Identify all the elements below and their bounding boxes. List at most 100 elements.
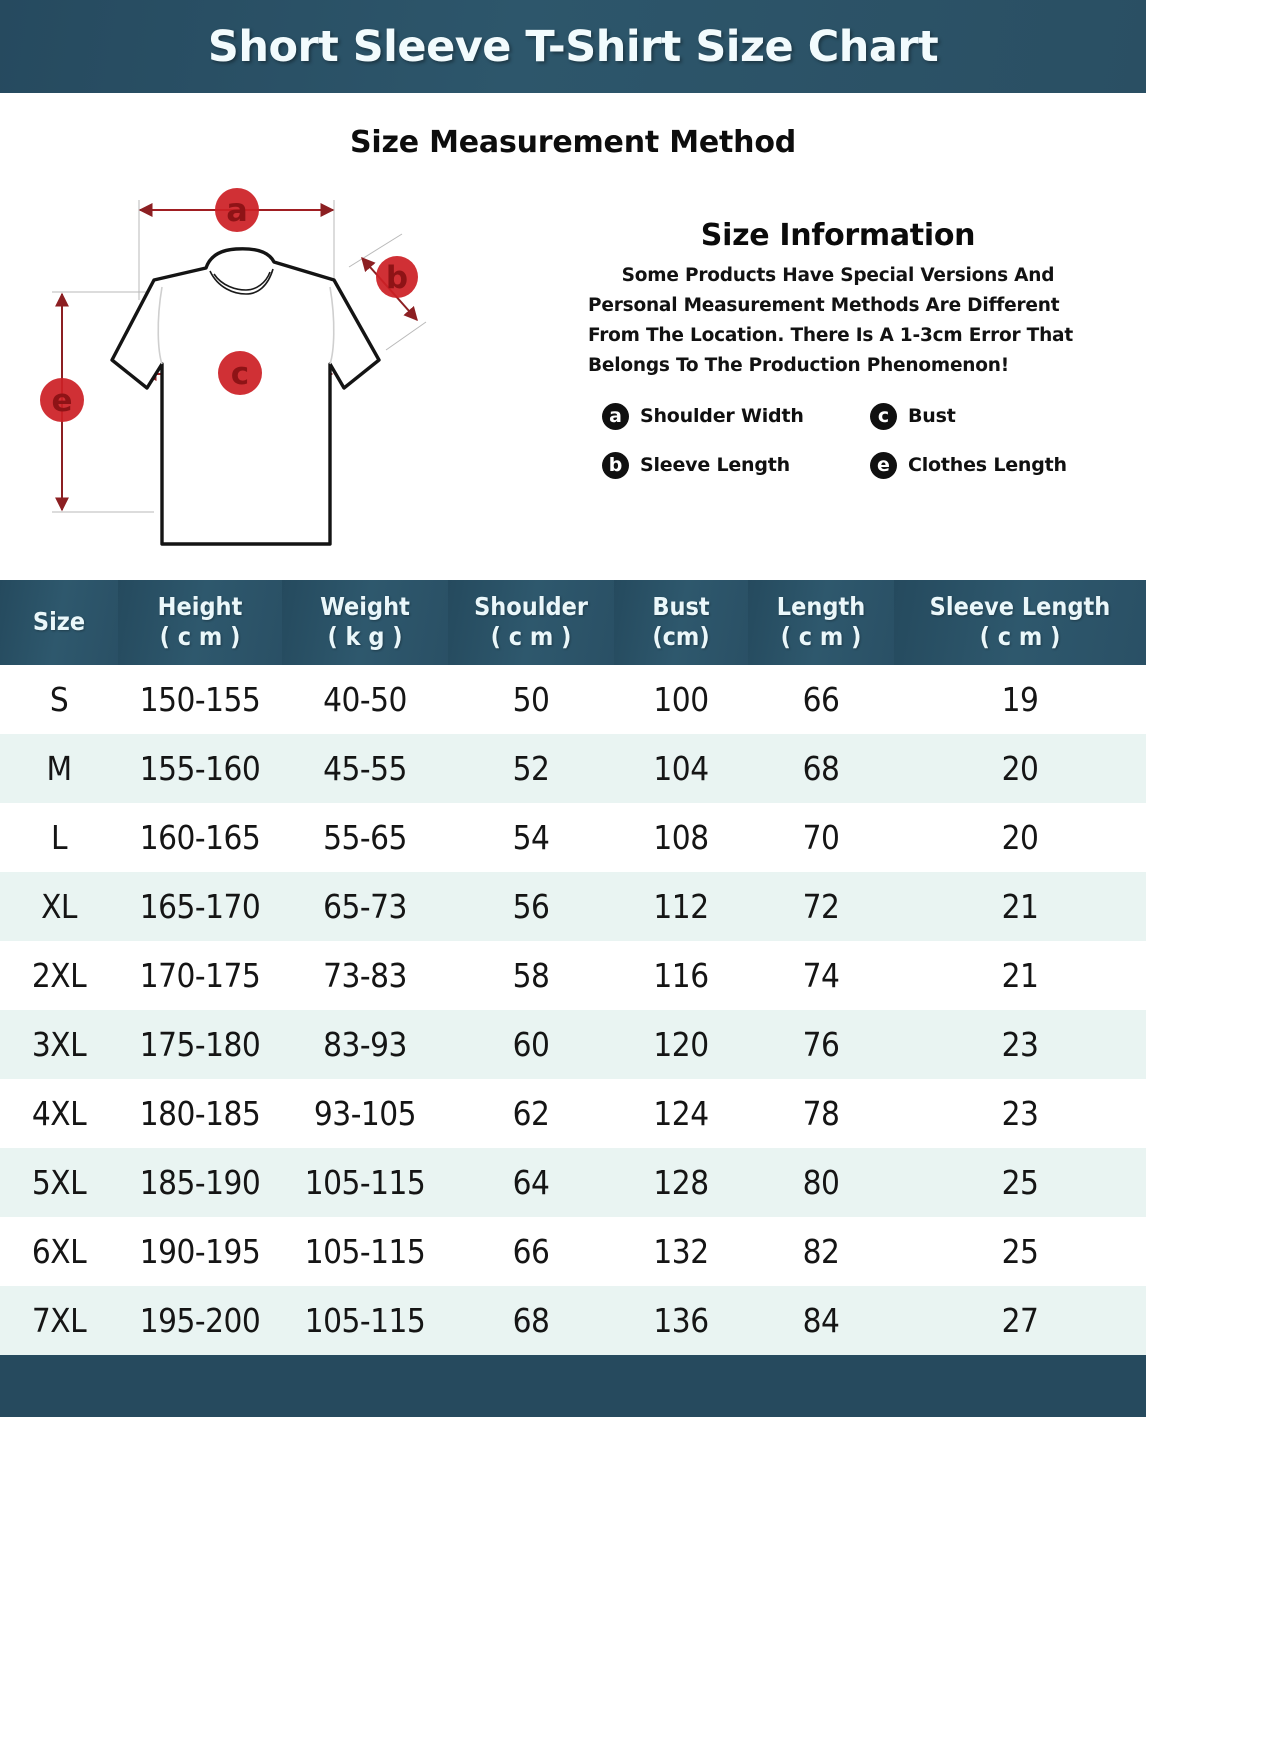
cell-sleeve: 27 (894, 1286, 1146, 1355)
legend-label-bust: Bust (908, 405, 956, 428)
cell-height: 190-195 (118, 1217, 282, 1286)
cell-weight: 73-83 (282, 941, 448, 1010)
cell-size: 5XL (0, 1148, 118, 1217)
cell-length: 78 (748, 1079, 894, 1148)
cell-sleeve: 20 (894, 734, 1146, 803)
column-header-shoulder-line2: ( c m ) (490, 621, 572, 651)
column-header-size: Size (0, 580, 118, 665)
badge-c-icon: c (870, 402, 897, 430)
cell-height: 185-190 (118, 1148, 282, 1217)
cell-length: 82 (748, 1217, 894, 1286)
cell-size: 7XL (0, 1286, 118, 1355)
column-header-shoulder: Shoulder ( c m ) (448, 580, 614, 665)
cell-height: 170-175 (118, 941, 282, 1010)
table-row: M 155-160 45-55 52 104 68 20 (0, 734, 1146, 803)
column-header-height-line1: Height (157, 592, 243, 621)
svg-text:e: e (51, 383, 72, 419)
cell-shoulder: 64 (448, 1148, 614, 1217)
legend-item-clothes-length: e Clothes Length (870, 451, 1088, 479)
cell-weight: 55-65 (282, 803, 448, 872)
svg-text:a: a (226, 191, 248, 229)
marker-a: a (215, 188, 259, 232)
cell-shoulder: 56 (448, 872, 614, 941)
cell-weight: 40-50 (282, 665, 448, 734)
cell-bust: 136 (614, 1286, 748, 1355)
cell-bust: 124 (614, 1079, 748, 1148)
cell-height: 150-155 (118, 665, 282, 734)
svg-text:b: b (386, 260, 408, 296)
cell-bust: 108 (614, 803, 748, 872)
cell-sleeve: 25 (894, 1148, 1146, 1217)
column-header-sleeve-line2: ( c m ) (979, 621, 1061, 651)
column-header-height: Height ( c m ) (118, 580, 282, 665)
cell-size: M (0, 734, 118, 803)
table-row: S 150-155 40-50 50 100 66 19 (0, 665, 1146, 734)
cell-shoulder: 66 (448, 1217, 614, 1286)
cell-size: 3XL (0, 1010, 118, 1079)
cell-size: S (0, 665, 118, 734)
column-header-size-line1: Size (32, 606, 86, 636)
cell-weight: 93-105 (282, 1079, 448, 1148)
size-information-title: Size Information (700, 218, 976, 253)
cell-shoulder: 62 (448, 1079, 614, 1148)
table-row: 7XL 195-200 105-115 68 136 84 27 (0, 1286, 1146, 1355)
column-header-weight-line1: Weight (320, 592, 410, 621)
table-header-row: Size Height ( c m ) Weight ( k g ) Shoul… (0, 580, 1146, 665)
legend-item-shoulder-width: a Shoulder Width (602, 402, 870, 430)
column-header-sleeve-length: Sleeve Length ( c m ) (894, 580, 1146, 665)
cell-bust: 132 (614, 1217, 748, 1286)
cell-bust: 128 (614, 1148, 748, 1217)
legend-label-shoulder-width: Shoulder Width (640, 405, 804, 428)
marker-b: b (376, 256, 418, 298)
cell-shoulder: 68 (448, 1286, 614, 1355)
table-header: Size Height ( c m ) Weight ( k g ) Shoul… (0, 580, 1146, 665)
cell-shoulder: 54 (448, 803, 614, 872)
cell-bust: 120 (614, 1010, 748, 1079)
footer-bar (0, 1355, 1146, 1417)
table-body: S 150-155 40-50 50 100 66 19 M 155-160 45-55 52 104… (0, 665, 1146, 1355)
size-info-line-1: Some Products Have Special Versions And (621, 265, 1055, 286)
column-header-sleeve-line1: Sleeve Length (929, 592, 1111, 621)
cell-bust: 116 (614, 941, 748, 1010)
cell-weight: 45-55 (282, 734, 448, 803)
cell-height: 175-180 (118, 1010, 282, 1079)
cell-sleeve: 25 (894, 1217, 1146, 1286)
cell-shoulder: 58 (448, 941, 614, 1010)
legend-label-clothes-length: Clothes Length (908, 454, 1067, 477)
cell-length: 72 (748, 872, 894, 941)
cell-length: 84 (748, 1286, 894, 1355)
cell-shoulder: 60 (448, 1010, 614, 1079)
cell-sleeve: 20 (894, 803, 1146, 872)
size-info-line-2: Personal Measurement Methods Are Differe… (588, 294, 1060, 316)
cell-sleeve: 23 (894, 1010, 1146, 1079)
cell-length: 66 (748, 665, 894, 734)
column-header-bust-line2: (cm) (652, 621, 710, 651)
column-header-length-line1: Length (776, 592, 866, 621)
marker-c: c (218, 351, 262, 395)
cell-sleeve: 19 (894, 665, 1146, 734)
cell-weight: 83-93 (282, 1010, 448, 1079)
cell-sleeve: 23 (894, 1079, 1146, 1148)
cell-weight: 105-115 (282, 1217, 448, 1286)
cell-bust: 100 (614, 665, 748, 734)
cell-height: 180-185 (118, 1079, 282, 1148)
marker-e: e (40, 378, 84, 422)
size-information-description: Some Products Have Special Versions And … (588, 261, 1088, 381)
table-row: XL 165-170 65-73 56 112 72 21 (0, 872, 1146, 941)
cell-sleeve: 21 (894, 941, 1146, 1010)
cell-length: 74 (748, 941, 894, 1010)
measurement-legend: a Shoulder Width c Bust b Sleeve Length … (588, 402, 1088, 479)
badge-e-icon: e (870, 451, 897, 479)
cell-length: 76 (748, 1010, 894, 1079)
cell-weight: 105-115 (282, 1148, 448, 1217)
column-header-height-line2: ( c m ) (159, 621, 241, 651)
cell-length: 70 (748, 803, 894, 872)
cell-size: XL (0, 872, 118, 941)
column-header-shoulder-line1: Shoulder (474, 592, 588, 621)
cell-shoulder: 52 (448, 734, 614, 803)
cell-bust: 112 (614, 872, 748, 941)
tshirt-diagram: a b c e (34, 172, 454, 552)
table-row: L 160-165 55-65 54 108 70 20 (0, 803, 1146, 872)
size-info-line-3: From The Location. There Is A 1-3cm Erro… (588, 324, 1073, 346)
page-header: Short Sleeve T-Shirt Size Chart (0, 0, 1146, 93)
